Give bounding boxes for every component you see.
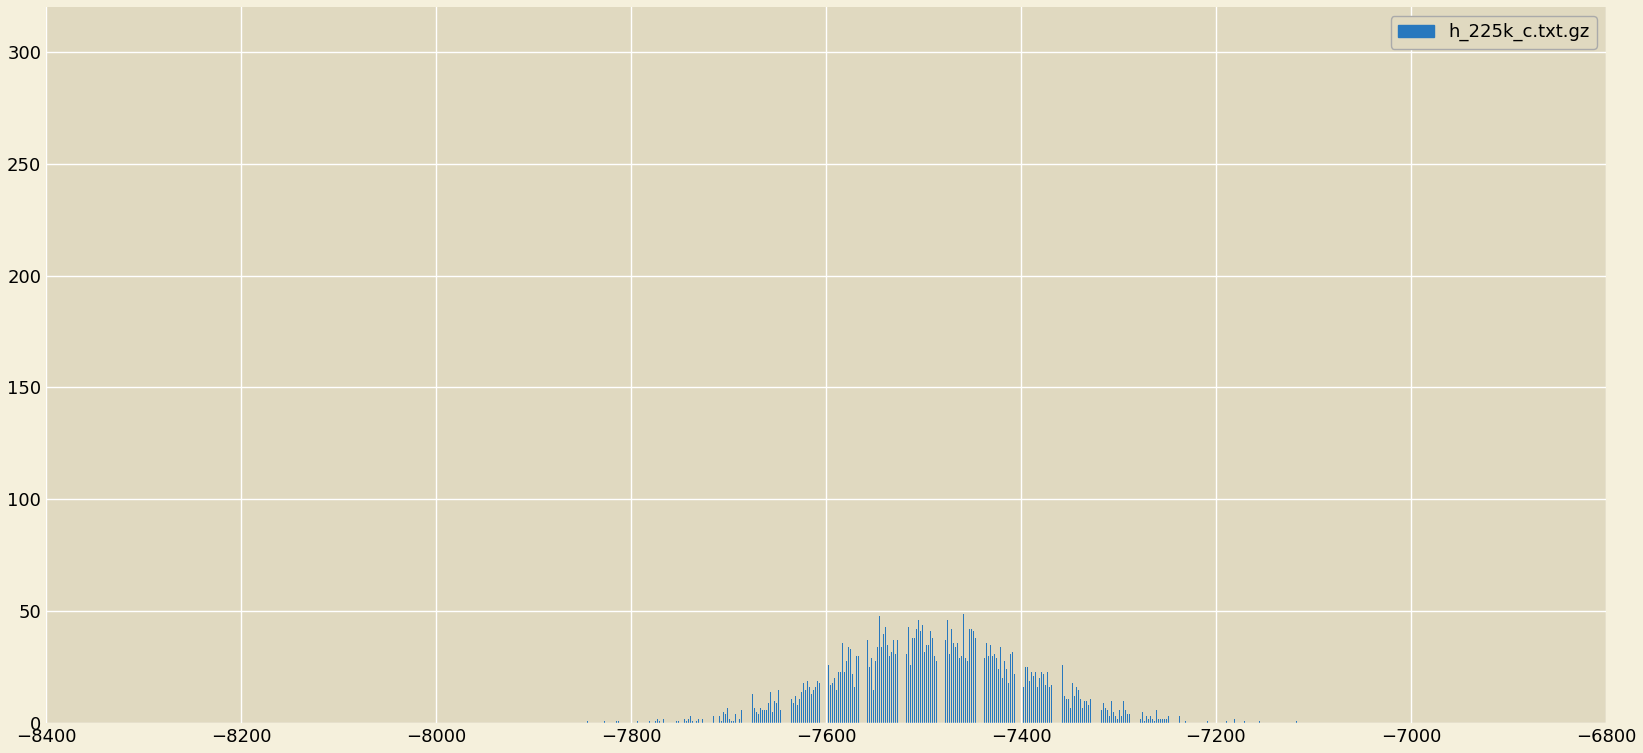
Legend: h_225k_c.txt.gz: h_225k_c.txt.gz: [1390, 16, 1597, 49]
